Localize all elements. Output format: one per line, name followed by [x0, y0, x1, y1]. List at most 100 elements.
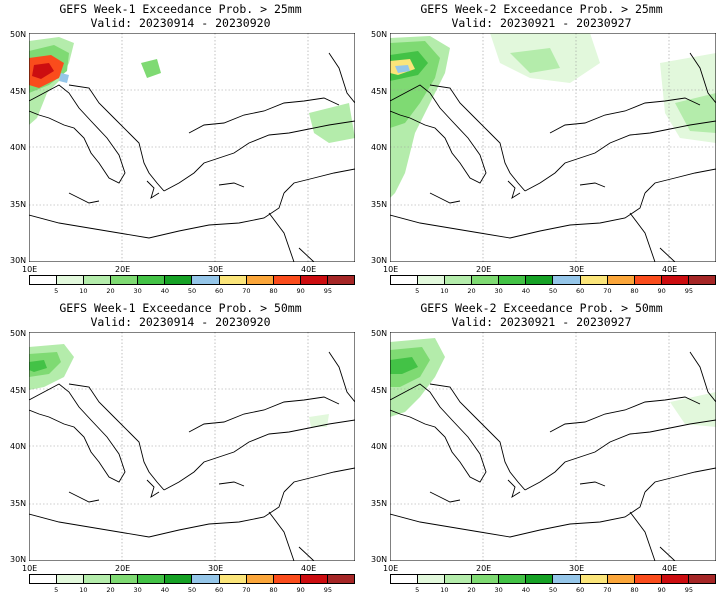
legend-label: 40 [521, 586, 530, 594]
legend-swatch [661, 276, 689, 284]
lon-label-20e: 20E [476, 265, 492, 274]
legend-label: 80 [269, 586, 278, 594]
legend-swatch [661, 575, 689, 583]
legend-label: 30 [133, 586, 142, 594]
panel-week1-25mm: GEFS Week-1 Exceedance Prob. > 25mm Vali… [0, 0, 361, 299]
forecast-map [29, 332, 355, 561]
legend-swatch [391, 575, 419, 583]
legend-swatch [553, 575, 581, 583]
legend-swatch [553, 276, 581, 284]
legend-label: 30 [494, 287, 503, 295]
legend-swatch [418, 575, 446, 583]
shade-10b [510, 48, 560, 73]
legend-swatch [526, 276, 554, 284]
legend-swatch [57, 575, 85, 583]
legend-swatch [30, 276, 58, 284]
lat-label-40n: 40N [371, 442, 388, 451]
panel-valid-dates: Valid: 20230921 - 20230927 [451, 16, 632, 30]
panel-valid-dates: Valid: 20230914 - 20230920 [90, 16, 271, 30]
lat-label-45n: 45N [10, 386, 27, 395]
lat-label-30n: 30N [10, 256, 27, 265]
legend-labels: 5 10 20 30 40 50 60 70 80 90 95 [390, 287, 716, 297]
lat-label-40n: 40N [10, 442, 27, 451]
legend-label: 95 [684, 586, 693, 594]
legend-swatch [607, 276, 635, 284]
legend-label: 70 [603, 586, 612, 594]
legend-label: 95 [323, 287, 332, 295]
lat-label-45n: 45N [10, 87, 27, 96]
legend-label: 80 [630, 586, 639, 594]
legend-swatch [273, 575, 301, 583]
legend-labels: 5 10 20 30 40 50 60 70 80 90 95 [29, 287, 355, 297]
legend-swatch [246, 276, 274, 284]
legend-label: 10 [440, 287, 449, 295]
lat-label-30n: 30N [371, 555, 388, 564]
shade-10b [309, 103, 355, 143]
lon-label-10e: 10E [22, 265, 38, 274]
legend-label: 20 [467, 586, 476, 594]
lon-label-20e: 20E [476, 564, 492, 573]
lon-label-30e: 30E [208, 265, 224, 274]
panel-week2-50mm: GEFS Week-2 Exceedance Prob. > 50mm Vali… [361, 299, 722, 598]
color-legend [29, 574, 355, 584]
legend-label: 20 [467, 287, 476, 295]
map-svg [29, 332, 355, 561]
lon-label-40e: 40E [301, 564, 317, 573]
legend-label: 50 [187, 287, 197, 295]
lon-label-30e: 30E [569, 564, 585, 573]
legend-label: 70 [242, 287, 251, 295]
legend-swatch [300, 575, 328, 583]
legend-label: 95 [684, 287, 693, 295]
map-svg [390, 33, 716, 262]
lon-label-10e: 10E [383, 564, 399, 573]
lon-label-40e: 40E [662, 265, 678, 274]
legend-label: 70 [242, 586, 251, 594]
legend-swatch [111, 276, 139, 284]
legend-label: 10 [79, 586, 88, 594]
lat-label-45n: 45N [371, 87, 388, 96]
lat-label-40n: 40N [10, 143, 27, 152]
legend-swatch [688, 575, 715, 583]
legend-swatch [30, 575, 58, 583]
legend-swatch [634, 276, 662, 284]
legend-swatch [138, 276, 166, 284]
legend-swatch [300, 276, 328, 284]
legend-label: 30 [133, 287, 142, 295]
lat-label-50n: 50N [371, 329, 388, 338]
legend-swatch [138, 575, 166, 583]
legend-swatch [327, 276, 354, 284]
legend-swatch [418, 276, 446, 284]
legend-swatch [84, 575, 112, 583]
legend-swatch [219, 575, 247, 583]
legend-label: 30 [494, 586, 503, 594]
legend-label: 50 [548, 287, 558, 295]
legend-label: 80 [630, 287, 639, 295]
legend-swatch [472, 575, 500, 583]
lon-label-30e: 30E [569, 265, 585, 274]
lat-label-35n: 35N [10, 200, 27, 209]
legend-labels: 5 10 20 30 40 50 60 70 80 90 95 [390, 586, 716, 596]
lat-label-50n: 50N [10, 329, 27, 338]
lon-label-20e: 20E [115, 564, 131, 573]
coastlines [390, 351, 716, 561]
coastlines [29, 351, 355, 561]
shade-95 [32, 63, 54, 79]
legend-label: 60 [215, 287, 224, 295]
panel-title: GEFS Week-1 Exceedance Prob. > 25mm [59, 2, 302, 16]
lat-label-35n: 35N [371, 200, 388, 209]
legend-swatch [580, 575, 608, 583]
lat-label-30n: 30N [10, 555, 27, 564]
lat-label-35n: 35N [371, 499, 388, 508]
lon-label-20e: 20E [115, 265, 131, 274]
legend-label: 40 [160, 586, 169, 594]
color-legend [390, 275, 716, 285]
legend-label: 10 [79, 287, 88, 295]
legend-swatch [472, 276, 500, 284]
legend-label: 20 [106, 586, 115, 594]
legend-label: 90 [296, 287, 305, 295]
shade-60 [395, 65, 410, 73]
lon-label-30e: 30E [208, 564, 224, 573]
panel-title: GEFS Week-1 Exceedance Prob. > 50mm [59, 301, 302, 315]
legend-swatch [273, 276, 301, 284]
legend-swatch [57, 276, 85, 284]
